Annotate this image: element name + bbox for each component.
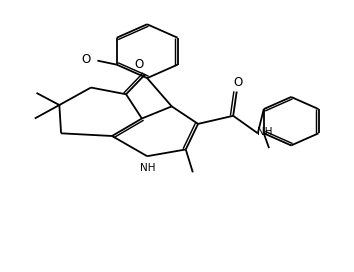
Text: O: O bbox=[234, 76, 243, 89]
Text: NH: NH bbox=[257, 127, 273, 137]
Text: O: O bbox=[82, 53, 91, 66]
Text: NH: NH bbox=[140, 163, 156, 173]
Text: O: O bbox=[135, 58, 144, 71]
